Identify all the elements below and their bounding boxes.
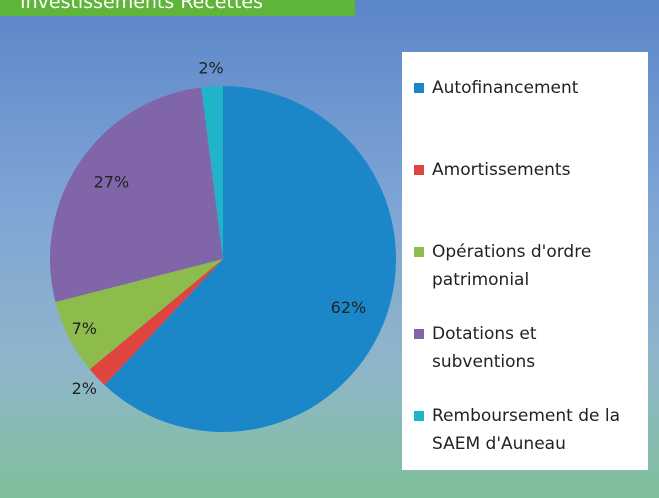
legend-label: Dotations et subventions	[432, 324, 537, 372]
data-label: 62%	[331, 298, 367, 317]
legend-swatch	[414, 83, 424, 93]
legend-item: Amortissements	[414, 156, 642, 184]
legend-label: Autofinancement	[432, 78, 579, 98]
chart-title: Investissements Recettes	[0, 0, 355, 16]
pie-slice	[89, 259, 224, 386]
data-label: 27%	[94, 173, 130, 192]
legend-label: Remboursement de la SAEM d'Auneau	[432, 406, 620, 454]
pie-slice	[201, 86, 223, 259]
pie-slice	[55, 259, 223, 370]
legend-swatch	[414, 329, 424, 339]
legend-item: Opérations d'ordre patrimonial	[414, 238, 642, 294]
legend-swatch	[414, 247, 424, 257]
data-label: 7%	[72, 319, 97, 338]
legend-item: Autofinancement	[414, 74, 642, 102]
pie-slice	[49, 87, 223, 303]
data-label: 2%	[198, 59, 223, 78]
legend-swatch	[414, 411, 424, 421]
legend-item: Remboursement de la SAEM d'Auneau	[414, 402, 642, 458]
legend-item: Dotations et subventions	[414, 320, 642, 376]
legend-label: Amortissements	[432, 160, 571, 180]
legend-label: Opérations d'ordre patrimonial	[432, 242, 592, 290]
pie-slice	[104, 86, 396, 432]
legend-swatch	[414, 165, 424, 175]
data-label: 2%	[72, 379, 97, 398]
legend: Autofinancement Amortissements Opérations …	[402, 52, 648, 470]
